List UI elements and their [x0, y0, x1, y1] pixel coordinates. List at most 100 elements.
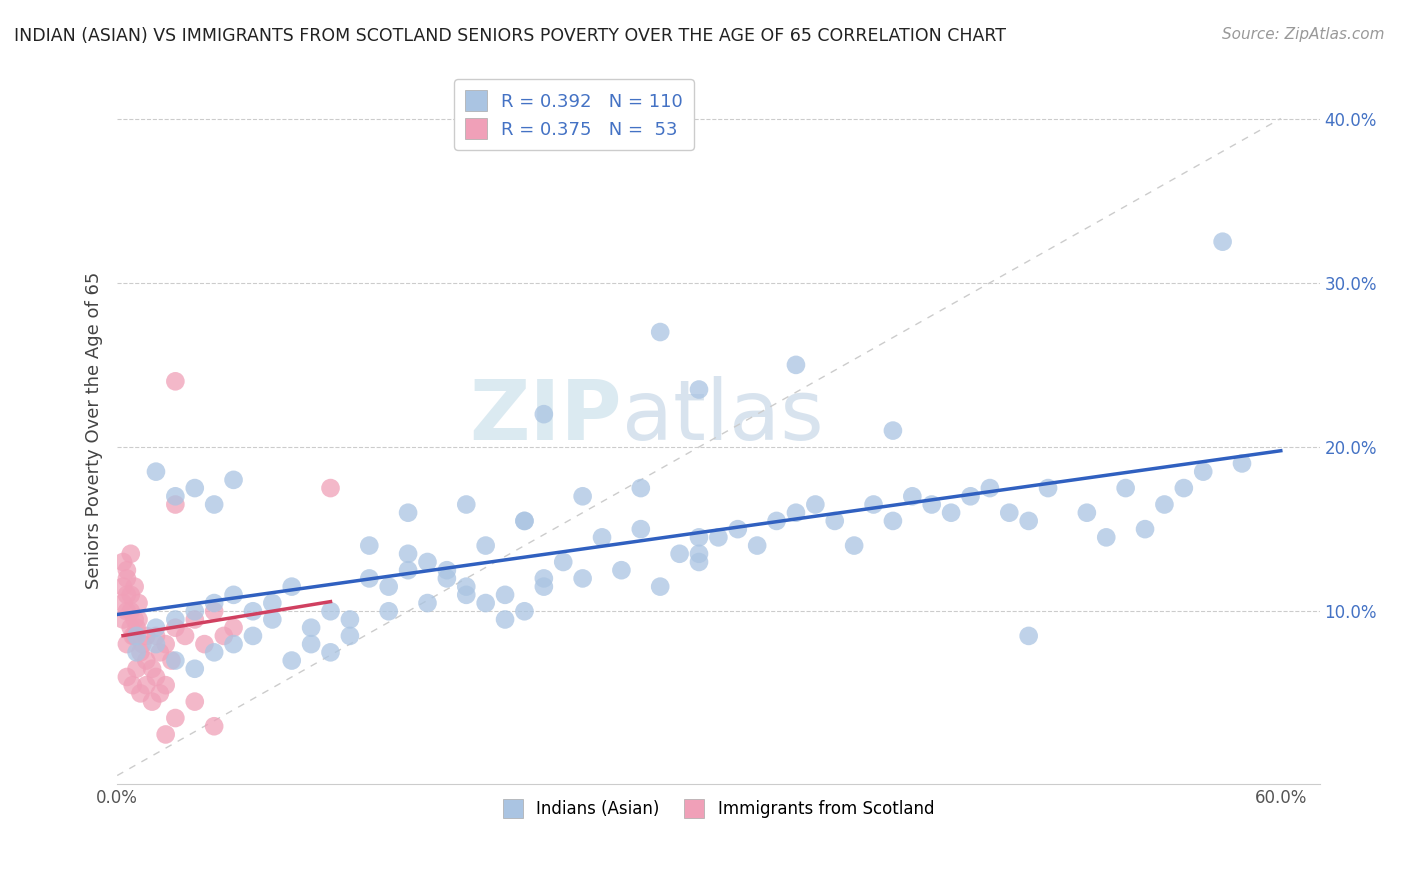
Point: [160, 654, 183, 668]
Point: [125, 662, 148, 676]
Point: [242, 629, 264, 643]
Point: [377, 580, 399, 594]
Point: [174, 629, 197, 643]
Point: [202, 596, 225, 610]
Point: [494, 588, 516, 602]
Point: [359, 539, 381, 553]
Point: [184, 481, 207, 495]
Point: [155, 727, 177, 741]
Point: [262, 612, 284, 626]
Point: [979, 481, 1001, 495]
Point: [1115, 481, 1137, 495]
Point: [707, 530, 730, 544]
Point: [145, 637, 167, 651]
Point: [299, 637, 322, 651]
Point: [959, 489, 981, 503]
Point: [184, 612, 207, 626]
Point: [1018, 629, 1040, 643]
Point: [1192, 465, 1215, 479]
Legend: Indians (Asian), Immigrants from Scotland: Indians (Asian), Immigrants from Scotlan…: [496, 792, 941, 825]
Point: [571, 489, 593, 503]
Point: [222, 473, 245, 487]
Point: [128, 612, 150, 626]
Point: [121, 678, 143, 692]
Point: [115, 637, 138, 651]
Point: [882, 424, 904, 438]
Point: [901, 489, 924, 503]
Point: [135, 629, 157, 643]
Point: [149, 686, 172, 700]
Point: [1230, 457, 1253, 471]
Point: [456, 580, 478, 594]
Point: [145, 465, 167, 479]
Point: [165, 612, 187, 626]
Point: [396, 506, 419, 520]
Point: [319, 481, 342, 495]
Point: [396, 547, 419, 561]
Point: [111, 555, 134, 569]
Text: ZIP: ZIP: [470, 376, 623, 457]
Point: [553, 555, 575, 569]
Point: [727, 522, 749, 536]
Point: [193, 637, 215, 651]
Point: [998, 506, 1021, 520]
Point: [120, 588, 142, 602]
Point: [513, 514, 536, 528]
Point: [212, 629, 235, 643]
Point: [124, 629, 146, 643]
Point: [145, 670, 167, 684]
Point: [1153, 498, 1175, 512]
Point: [785, 358, 807, 372]
Point: [222, 588, 245, 602]
Point: [155, 637, 177, 651]
Point: [135, 678, 157, 692]
Point: [115, 588, 138, 602]
Point: [115, 604, 138, 618]
Point: [939, 506, 962, 520]
Text: atlas: atlas: [623, 376, 824, 457]
Point: [474, 539, 496, 553]
Point: [124, 612, 146, 626]
Point: [436, 571, 458, 585]
Point: [921, 498, 943, 512]
Point: [115, 563, 138, 577]
Point: [111, 596, 134, 610]
Point: [128, 596, 150, 610]
Point: [135, 654, 157, 668]
Point: [862, 498, 884, 512]
Point: [125, 621, 148, 635]
Point: [1212, 235, 1234, 249]
Point: [1095, 530, 1118, 544]
Point: [319, 604, 342, 618]
Point: [747, 539, 769, 553]
Point: [129, 645, 152, 659]
Point: [222, 637, 245, 651]
Point: [165, 711, 187, 725]
Point: [111, 612, 134, 626]
Point: [494, 612, 516, 626]
Point: [149, 645, 172, 659]
Point: [339, 612, 361, 626]
Point: [456, 588, 478, 602]
Point: [1133, 522, 1156, 536]
Point: [416, 596, 439, 610]
Point: [668, 547, 690, 561]
Point: [145, 621, 167, 635]
Point: [125, 645, 148, 659]
Point: [125, 629, 148, 643]
Point: [377, 604, 399, 618]
Y-axis label: Seniors Poverty Over the Age of 65: Seniors Poverty Over the Age of 65: [86, 272, 103, 590]
Point: [165, 498, 187, 512]
Point: [120, 604, 142, 618]
Point: [571, 571, 593, 585]
Point: [115, 571, 138, 585]
Point: [202, 719, 225, 733]
Point: [202, 498, 225, 512]
Point: [124, 580, 146, 594]
Point: [145, 629, 167, 643]
Point: [120, 621, 142, 635]
Point: [359, 571, 381, 585]
Point: [115, 670, 138, 684]
Point: [688, 547, 710, 561]
Point: [120, 547, 142, 561]
